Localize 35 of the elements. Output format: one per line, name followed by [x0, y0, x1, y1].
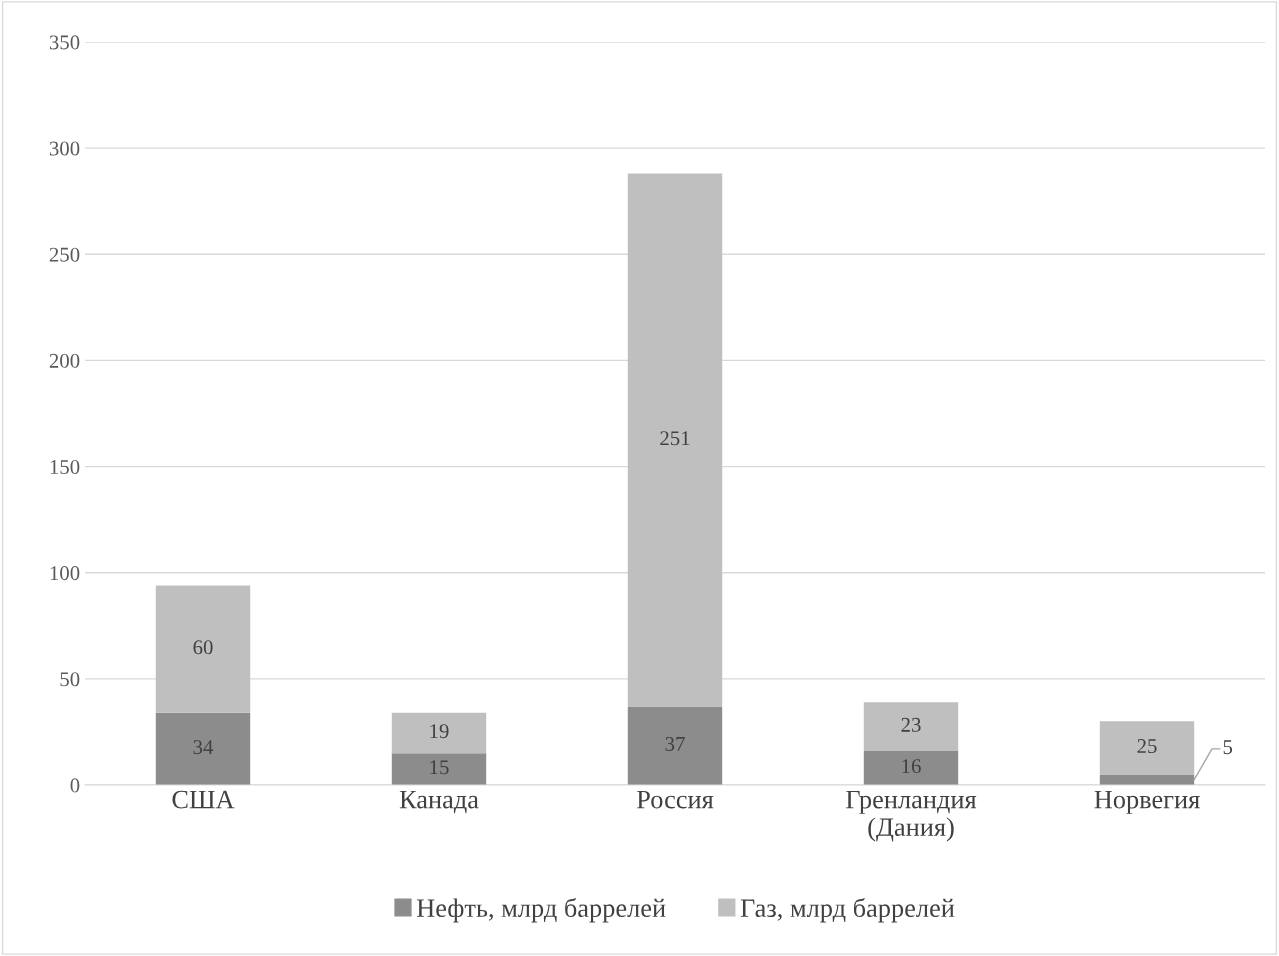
data-label: 37 — [665, 736, 685, 751]
legend-label: Газ, млрд баррелей — [740, 897, 955, 923]
bar — [863, 702, 959, 752]
y-tick-label: 50 — [60, 672, 80, 687]
data-label: 251 — [660, 431, 690, 446]
bar — [1099, 774, 1195, 785]
y-tick-label: 150 — [50, 459, 80, 474]
data-label: 34 — [193, 740, 214, 755]
data-label: 60 — [193, 640, 213, 655]
bar — [627, 173, 723, 707]
bar — [627, 706, 723, 785]
data-label: 16 — [902, 759, 921, 774]
y-tick-label: 100 — [50, 566, 80, 581]
bar — [391, 712, 487, 754]
data-label: 15 — [430, 760, 449, 775]
data-label: 19 — [430, 724, 449, 739]
bar — [155, 712, 251, 785]
y-tick-label: 200 — [49, 353, 80, 368]
data-label: 25 — [1137, 739, 1157, 754]
x-tick-label: Россия — [636, 790, 714, 809]
y-tick-label: 350 — [49, 35, 80, 50]
y-tick-label: 250 — [49, 247, 80, 262]
data-label: 23 — [901, 717, 921, 732]
bar — [863, 751, 959, 785]
x-tick-label: Гренландия (Дания) — [846, 790, 977, 842]
data-label: 5 — [1223, 740, 1233, 755]
bar — [391, 753, 487, 785]
bar — [1099, 721, 1195, 775]
bar — [155, 585, 251, 713]
x-tick-label: Норвегия — [1094, 790, 1200, 814]
y-tick-label: 300 — [49, 141, 80, 156]
x-tick-label: США — [172, 790, 235, 809]
x-tick-label: Канада — [399, 790, 479, 814]
legend-label: Нефть, млрд баррелей — [416, 897, 666, 923]
y-tick-label: 0 — [70, 778, 80, 793]
